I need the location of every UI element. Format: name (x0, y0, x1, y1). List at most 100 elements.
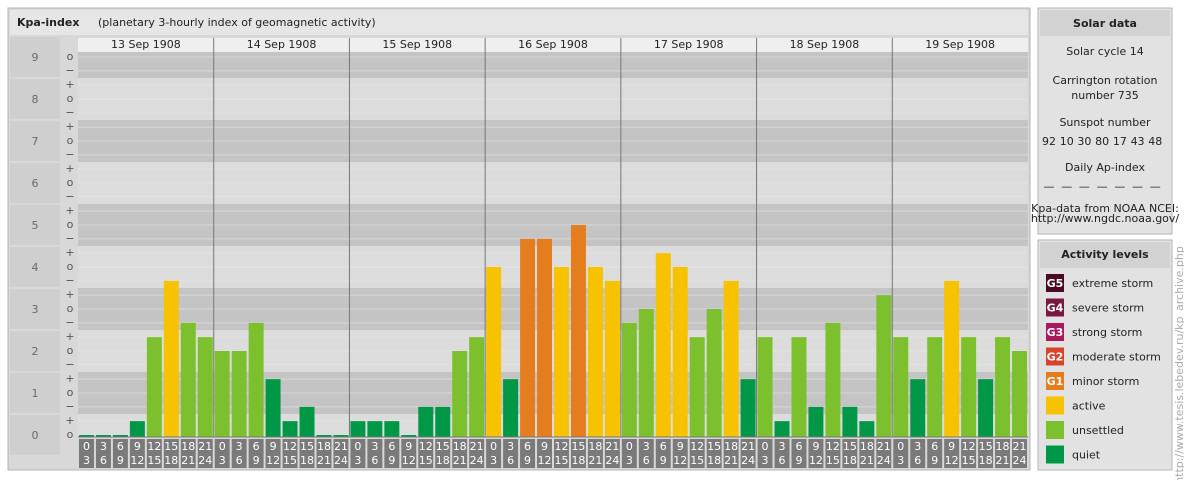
hour-start: 3 (507, 440, 514, 453)
hour-end: 15 (962, 454, 976, 467)
hour-end: 12 (673, 454, 687, 467)
ap-value: — (1114, 180, 1125, 193)
hour-start: 3 (643, 440, 650, 453)
hour-end: 6 (100, 454, 107, 467)
hour-end: 3 (490, 454, 497, 467)
minor-tick-label: − (65, 190, 74, 203)
y-label-box (10, 247, 60, 288)
hour-box (774, 439, 790, 468)
hour-start: 18 (588, 440, 602, 453)
hour-start: 12 (419, 440, 433, 453)
hour-box (180, 439, 196, 468)
hour-start: 21 (334, 440, 348, 453)
solar-cycle: Solar cycle 14 (1066, 45, 1143, 58)
hour-end: 21 (181, 454, 195, 467)
minor-tick-label: o (67, 344, 74, 357)
y-label-box (10, 331, 60, 372)
hour-start: 21 (741, 440, 755, 453)
hour-end: 6 (371, 454, 378, 467)
bar (876, 295, 892, 437)
legend-badge: G3 (1047, 326, 1064, 339)
bar (944, 280, 960, 437)
hour-box (706, 439, 722, 468)
hour-start: 18 (453, 440, 467, 453)
bar (995, 337, 1011, 437)
bar (825, 322, 841, 437)
legend-label: quiet (1072, 449, 1101, 462)
hour-start: 0 (219, 440, 226, 453)
hour-end: 18 (436, 454, 450, 467)
bar (1012, 351, 1027, 437)
minor-tick-label: + (65, 204, 74, 217)
hour-end: 3 (83, 454, 90, 467)
bar (706, 309, 722, 437)
hour-end: 21 (860, 454, 874, 467)
hour-end: 18 (571, 454, 585, 467)
hour-end: 12 (402, 454, 416, 467)
hour-box (316, 439, 332, 468)
date-label: 15 Sep 1908 (382, 38, 452, 51)
hour-box (723, 439, 739, 468)
hour-end: 21 (453, 454, 467, 467)
legend-label: moderate storm (1072, 351, 1161, 364)
legend-badge: G2 (1047, 351, 1064, 364)
y-label-box (10, 415, 60, 455)
hour-start: 12 (283, 440, 297, 453)
bar (587, 267, 603, 437)
hour-start: 15 (707, 440, 721, 453)
date-label: 14 Sep 1908 (247, 38, 317, 51)
minor-tick-label: + (65, 330, 74, 343)
y-tick-label: 0 (32, 429, 39, 442)
y-label-box (10, 121, 60, 162)
minor-tick-label: − (65, 148, 74, 161)
hour-box (655, 439, 671, 468)
hour-box (1012, 439, 1027, 468)
hour-start: 0 (354, 440, 361, 453)
y-tick-label: 9 (32, 51, 39, 64)
hour-start: 9 (677, 440, 684, 453)
hour-box (808, 439, 824, 468)
bar (112, 435, 128, 437)
y-tick-label: 2 (32, 345, 39, 358)
hour-end: 21 (724, 454, 738, 467)
hour-start: 18 (860, 440, 874, 453)
chart-subtitle: (planetary 3-hourly index of geomagnetic… (98, 16, 376, 29)
chart-title: Kpa-index (17, 16, 79, 29)
hour-start: 12 (690, 440, 704, 453)
y-tick-label: 8 (32, 93, 39, 106)
title-bar (10, 10, 1028, 35)
hour-box (537, 439, 552, 468)
bar (469, 337, 485, 437)
hour-end: 18 (164, 454, 178, 467)
hour-start: 0 (83, 440, 90, 453)
hour-start: 6 (388, 440, 395, 453)
y-label-box (10, 373, 60, 414)
hour-end: 3 (354, 454, 361, 467)
hour-box (672, 439, 688, 468)
bar (418, 406, 434, 437)
minor-tick-label: + (65, 246, 74, 259)
hour-start: 3 (779, 440, 786, 453)
hour-start: 9 (812, 440, 819, 453)
hour-box (197, 439, 213, 468)
bar (893, 337, 909, 437)
sunspot-value: 30 (1077, 135, 1091, 148)
hour-box (503, 439, 519, 468)
hour-end: 24 (605, 454, 619, 467)
hour-box (910, 439, 926, 468)
bar (180, 322, 196, 437)
hour-box (333, 439, 349, 468)
hour-box (554, 439, 569, 468)
minor-tick-label: o (67, 302, 74, 315)
hour-box (570, 439, 586, 468)
ap-value: — (1044, 180, 1055, 193)
hour-box (621, 439, 637, 468)
hour-box (79, 439, 94, 468)
hour-box (146, 439, 162, 468)
solar-panel (1037, 7, 1173, 235)
legend-badge: G4 (1047, 302, 1064, 315)
hour-start: 3 (914, 440, 921, 453)
hour-start: 18 (317, 440, 331, 453)
legend-swatch (1046, 274, 1064, 292)
hour-start: 3 (100, 440, 107, 453)
